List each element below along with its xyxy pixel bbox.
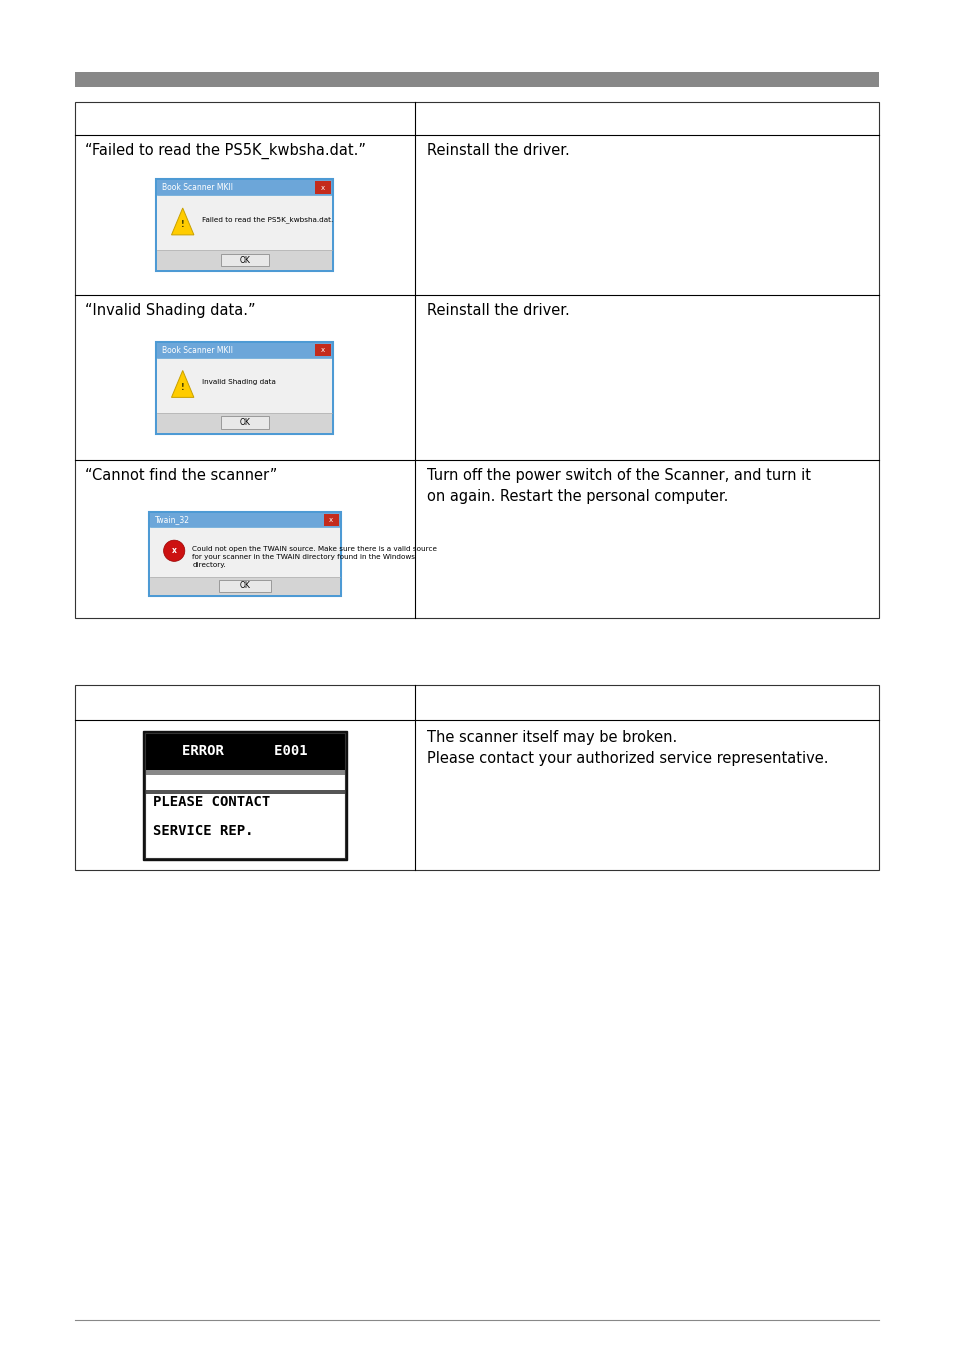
Bar [145,790,345,794]
Text: Could not open the TWAIN source. Make sure there is a valid source
for your scan: Could not open the TWAIN source. Make su… [193,545,437,568]
Bar [157,180,333,270]
Bar [75,72,878,86]
Text: x: x [172,547,176,555]
Bar [143,730,347,860]
Bar [221,416,269,429]
Bar [156,180,334,271]
Text: Invalid Shading data: Invalid Shading data [202,379,275,385]
Bar [145,733,345,857]
Bar [149,512,340,595]
Bar [145,775,345,790]
Bar [150,513,339,595]
Text: Failed to read the PS5K_kwbsha.dat.: Failed to read the PS5K_kwbsha.dat. [202,216,333,223]
Circle shape [163,540,185,562]
Text: “Cannot find the scanner”: “Cannot find the scanner” [85,468,277,483]
Bar [156,342,334,433]
Bar [75,103,878,618]
Text: Reinstall the driver.: Reinstall the driver. [427,302,569,319]
Bar [314,181,331,194]
Text: SERVICE REP.: SERVICE REP. [152,824,253,837]
Bar [145,769,345,775]
Bar [157,250,333,270]
Text: ERROR      E001: ERROR E001 [182,744,308,759]
Bar [323,514,338,525]
Text: Twain_32: Twain_32 [154,516,190,524]
Text: x: x [321,347,325,354]
Text: “Invalid Shading data.”: “Invalid Shading data.” [85,302,255,319]
Bar [150,513,339,526]
Text: x: x [329,517,333,522]
Bar [157,343,333,358]
Bar [150,576,339,595]
Bar [221,254,269,266]
Text: PLEASE CONTACT: PLEASE CONTACT [152,795,270,809]
Text: OK: OK [239,418,251,427]
Polygon shape [172,370,193,397]
Bar [145,794,345,857]
Text: !: ! [181,383,184,392]
Text: “Failed to read the PS5K_kwbsha.dat.”: “Failed to read the PS5K_kwbsha.dat.” [85,143,366,159]
Bar [314,344,331,356]
Text: The scanner itself may be broken.
Please contact your authorized service represe: The scanner itself may be broken. Please… [427,730,827,765]
Bar [145,733,345,770]
Text: OK: OK [239,255,251,265]
Bar [219,580,271,591]
Bar [157,343,333,432]
Text: Book Scanner MKII: Book Scanner MKII [162,346,233,355]
Text: !: ! [181,220,184,230]
Text: Reinstall the driver.: Reinstall the driver. [427,143,569,158]
Polygon shape [172,208,193,235]
Text: Turn off the power switch of the Scanner, and turn it
on again. Restart the pers: Turn off the power switch of the Scanner… [427,468,810,504]
Bar [157,413,333,432]
Text: x: x [321,185,325,190]
Text: OK: OK [239,582,251,590]
Text: Book Scanner MKII: Book Scanner MKII [162,184,233,192]
Bar [75,684,878,869]
Bar [157,180,333,196]
